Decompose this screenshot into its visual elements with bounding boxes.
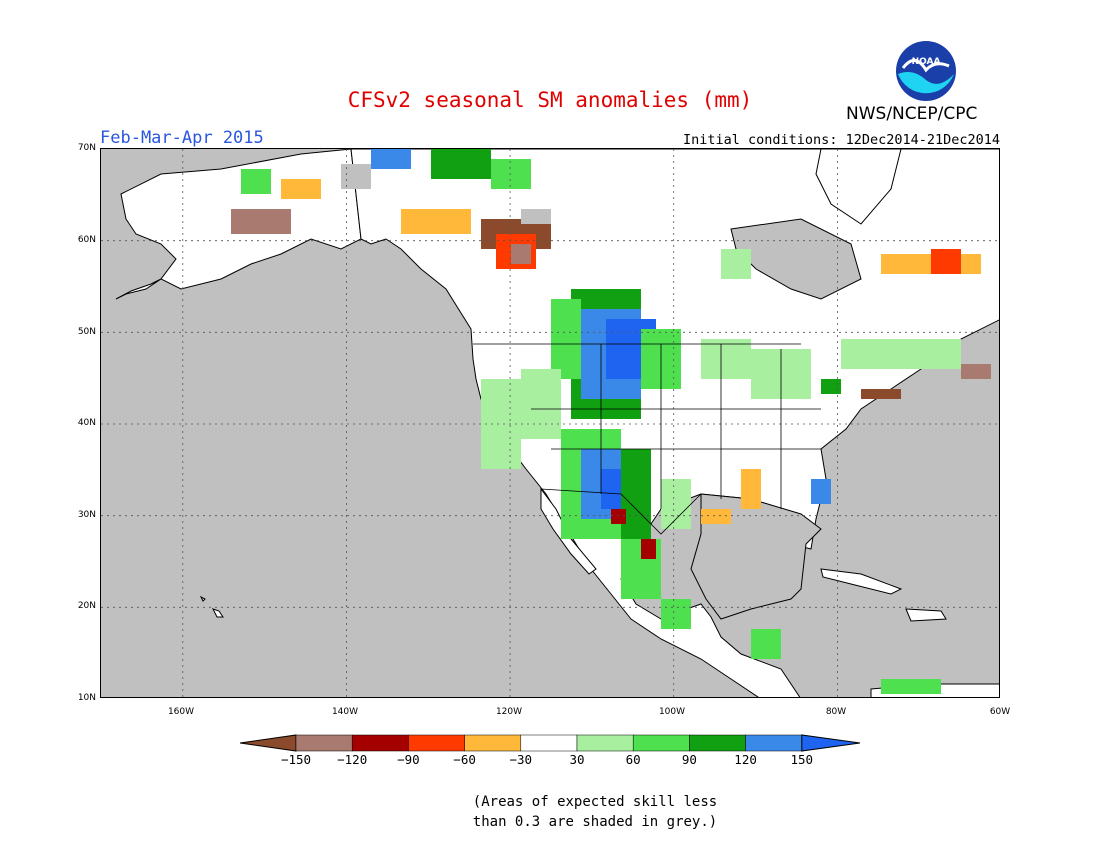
hispaniola [905, 608, 947, 622]
chart-title: CFSv2 seasonal SM anomalies (mm) [347, 88, 753, 112]
colorbar-tick-label: −60 [453, 752, 476, 767]
skill-note-line1: (Areas of expected skill less [472, 794, 718, 810]
map-svg [101, 149, 999, 697]
alaska-peninsula [115, 278, 162, 300]
noaa-logo-icon: NOAA [896, 41, 956, 101]
colorbar-tick-label: −30 [509, 752, 533, 767]
colorbar-tick-label: −150 [280, 752, 312, 767]
lon-label-120w: 120W [495, 707, 523, 717]
agency-name: NWS/NCEP/CPC [846, 104, 978, 124]
forecast-period: Feb-Mar-Apr 2015 [100, 128, 264, 148]
lat-label-50n: 50N [77, 327, 96, 337]
colorbar-arrow-high [801, 734, 860, 752]
cuba [820, 568, 903, 595]
colorbar-arrow-low [240, 734, 297, 752]
colorbar-tick-label: −120 [337, 752, 368, 767]
colorbar-tick-label: 150 [790, 752, 814, 767]
initial-conditions: Initial conditions: 12Dec2014-21Dec2014 [683, 132, 1000, 148]
colorbar-tick-label: 60 [625, 752, 641, 767]
colorbar-segment [689, 734, 746, 752]
borders [473, 343, 821, 535]
graticule [101, 149, 999, 697]
color-scale-bar [240, 734, 860, 752]
colorbar-segment [408, 734, 465, 752]
hawaii [199, 595, 224, 618]
lon-label-140w: 140W [331, 707, 359, 717]
skill-note: (Areas of expected skill less than 0.3 a… [0, 792, 1100, 832]
lon-label-160w: 160W [167, 707, 195, 717]
logo-text: NOAA [912, 57, 941, 67]
colorbar-segment [351, 734, 409, 752]
colorbar-segment [464, 734, 522, 752]
lat-label-70n: 70N [77, 143, 96, 153]
skill-note-line2: than 0.3 are shaded in grey.) [472, 814, 718, 830]
lat-label-20n: 20N [77, 601, 96, 611]
colorbar-tick-label: 30 [569, 752, 585, 767]
lat-label-60n: 60N [77, 235, 96, 245]
map-panel [100, 148, 1000, 698]
colorbar-segment [520, 734, 578, 752]
lat-label-10n: 10N [77, 693, 96, 703]
lon-label-100w: 100W [658, 707, 686, 717]
colorbar-segment [295, 734, 353, 752]
colorbar-segment [632, 734, 690, 752]
anomaly-cells [231, 149, 991, 694]
colorbar-tick-label: −90 [397, 752, 420, 767]
colorbar-tick-label: 90 [681, 752, 697, 767]
lon-label-60w: 60W [989, 707, 1011, 717]
colorbar-segment [745, 734, 803, 752]
lat-label-40n: 40N [77, 418, 96, 428]
lon-label-80w: 80W [825, 707, 847, 717]
colorbar-segment [576, 734, 634, 752]
colorbar-tick-label: 120 [734, 752, 757, 767]
lat-label-30n: 30N [77, 510, 96, 520]
gulf-of-mexico [690, 493, 822, 620]
